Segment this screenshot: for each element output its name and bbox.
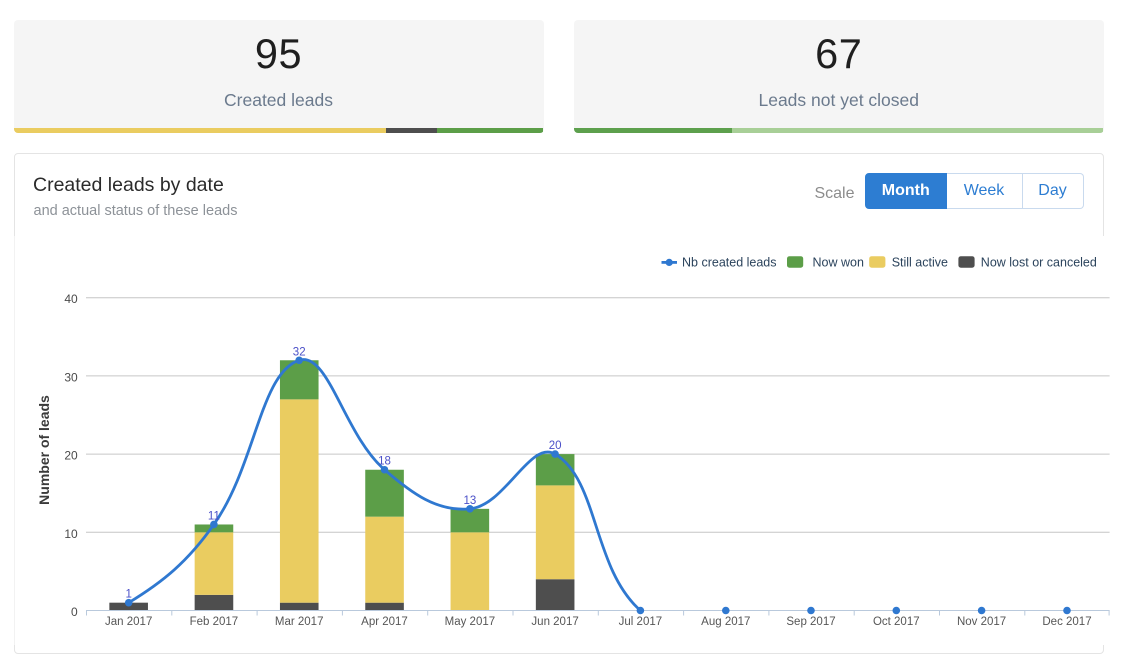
svg-text:Aug 2017: Aug 2017: [701, 616, 750, 628]
svg-text:Number of leads: Number of leads: [36, 395, 52, 505]
svg-text:0: 0: [71, 605, 78, 619]
svg-text:18: 18: [378, 456, 391, 468]
svg-text:1: 1: [125, 589, 131, 601]
svg-text:10: 10: [64, 527, 78, 541]
svg-text:Sep 2017: Sep 2017: [786, 616, 835, 628]
svg-text:Jun 2017: Jun 2017: [531, 616, 578, 628]
svg-text:Oct 2017: Oct 2017: [873, 616, 920, 628]
svg-text:Still active: Still active: [892, 256, 948, 270]
svg-text:May 2017: May 2017: [445, 616, 496, 628]
svg-text:40: 40: [64, 292, 78, 306]
svg-text:Now lost or canceled: Now lost or canceled: [981, 256, 1097, 270]
svg-text:Apr 2017: Apr 2017: [361, 616, 408, 628]
svg-text:Nov 2017: Nov 2017: [957, 616, 1006, 628]
svg-text:Jan 2017: Jan 2017: [105, 616, 152, 628]
svg-text:11: 11: [208, 511, 220, 523]
svg-text:32: 32: [293, 346, 306, 358]
svg-text:Feb 2017: Feb 2017: [190, 616, 239, 628]
svg-text:Nb created leads: Nb created leads: [682, 256, 777, 270]
svg-text:20: 20: [64, 449, 78, 463]
svg-text:30: 30: [64, 370, 78, 384]
svg-text:20: 20: [549, 440, 562, 452]
svg-text:13: 13: [464, 495, 477, 507]
svg-text:Dec 2017: Dec 2017: [1042, 616, 1091, 628]
svg-text:Jul 2017: Jul 2017: [619, 616, 662, 628]
svg-text:Mar 2017: Mar 2017: [275, 616, 324, 628]
svg-text:Now won: Now won: [813, 256, 864, 270]
